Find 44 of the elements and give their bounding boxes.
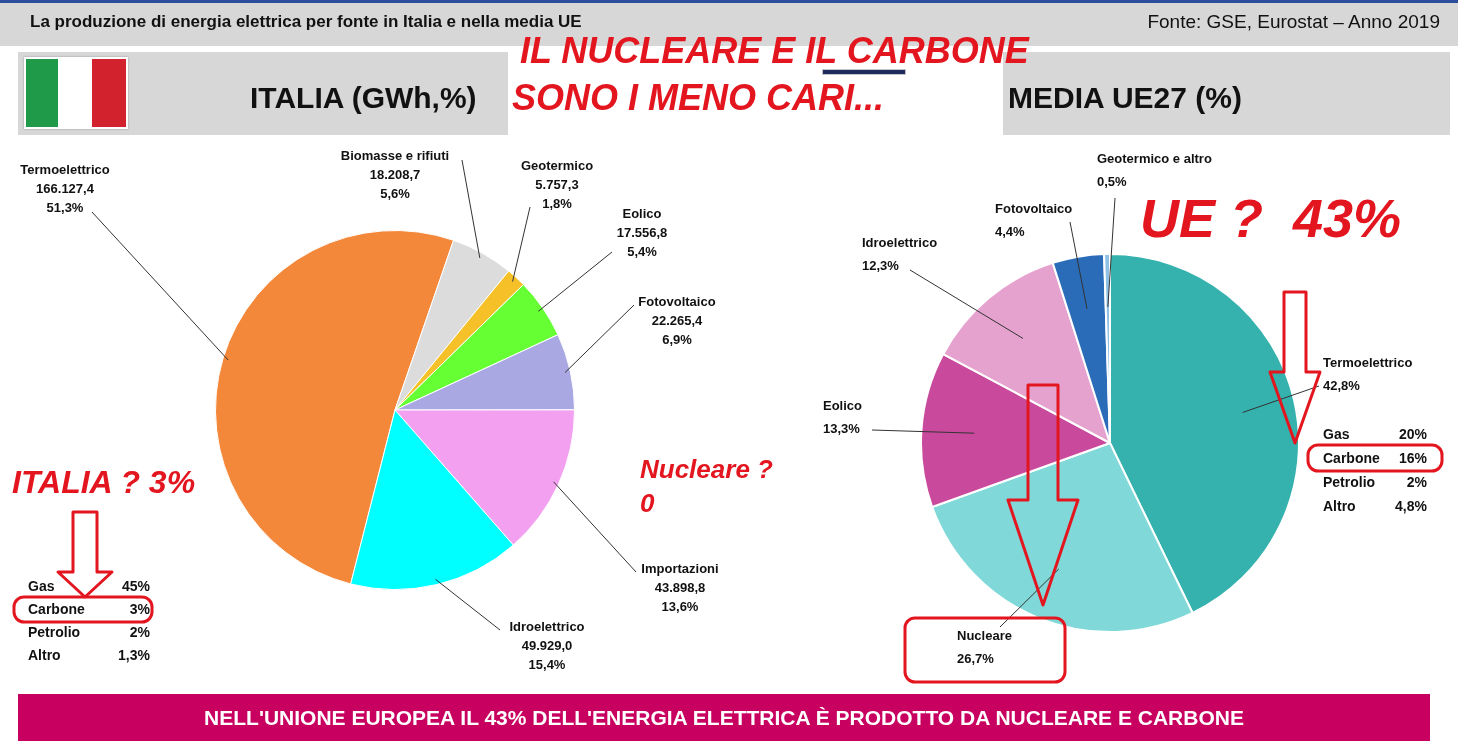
data-label: 22.265,4 6,9% (651, 313, 704, 348)
text: Altro 1,3% (28, 646, 150, 665)
slice-label: Fotovoltaico (995, 201, 1073, 217)
data-label: 43.898,8 13,6% (654, 580, 706, 615)
source-note: Fonte: GSE, Eurostat – Anno 2019 (1147, 10, 1440, 34)
text: Petrolio 2% (1323, 473, 1427, 492)
text: Petrolio 2% (28, 623, 150, 642)
text: UE ? 43% (1140, 188, 1402, 248)
data-label: 0,5% (1097, 174, 1128, 190)
slice-label: Geotermico e altro (1097, 151, 1212, 167)
slice-label: Biomasse e rifiuti (340, 148, 450, 164)
text: Gas 20% (1323, 425, 1427, 444)
text: NELL'UNIONE EUROPEA IL 43% DELL'ENERGIA ELETTRICA È PRODOTTO DA NUCLEARE E CARBONE (18, 694, 1430, 741)
data-label: 4,4% (995, 224, 1026, 240)
slice-label: Termoelettrico (20, 162, 110, 178)
data-label: 13,3% (823, 421, 861, 437)
text: ITALIA ? 3% (12, 463, 196, 502)
slice-label: Fotovoltaico (638, 294, 716, 310)
chart-title: ITALIA (GWh,%) (250, 80, 477, 116)
slice-label: Idroelettrico (862, 235, 938, 251)
slice-label: Nucleare (957, 628, 1012, 644)
text: Altro 4,8% (1323, 497, 1427, 516)
text: Nucleare ? 0 (640, 453, 774, 520)
text: Gas 45% (28, 577, 150, 596)
data-label: 12,3% (862, 258, 900, 274)
slice-label: Termoelettrico (1323, 355, 1413, 371)
slice-label: Geotermico (520, 158, 594, 174)
text: Carbone 16% (1323, 449, 1427, 468)
data-label: 26,7% (957, 651, 995, 667)
slice-label: Eolico (622, 206, 662, 222)
data-label: 5.757,3 1,8% (535, 177, 579, 212)
text: Carbone 3% (28, 600, 150, 619)
data-label: 166.127,4 51,3% (36, 181, 95, 216)
chart-title: MEDIA UE27 (%) (1008, 80, 1242, 116)
data-label: 42,8% (1323, 378, 1361, 394)
data-label: 18.208,7 5,6% (369, 167, 421, 202)
slice-label: Eolico (823, 398, 863, 414)
text: La produzione di energia elettrica per fonte in Italia e nella media UE (30, 12, 582, 32)
data-label: 49.929,0 15,4% (521, 638, 573, 673)
text: SONO I MENO CARI... (512, 77, 885, 118)
slice-label: Importazioni (641, 561, 719, 577)
data-label: 17.556,8 5,4% (616, 225, 668, 260)
text: IL NUCLEARE E IL CARBONE (520, 30, 1029, 71)
slice-label: Idroelettrico (509, 619, 585, 635)
